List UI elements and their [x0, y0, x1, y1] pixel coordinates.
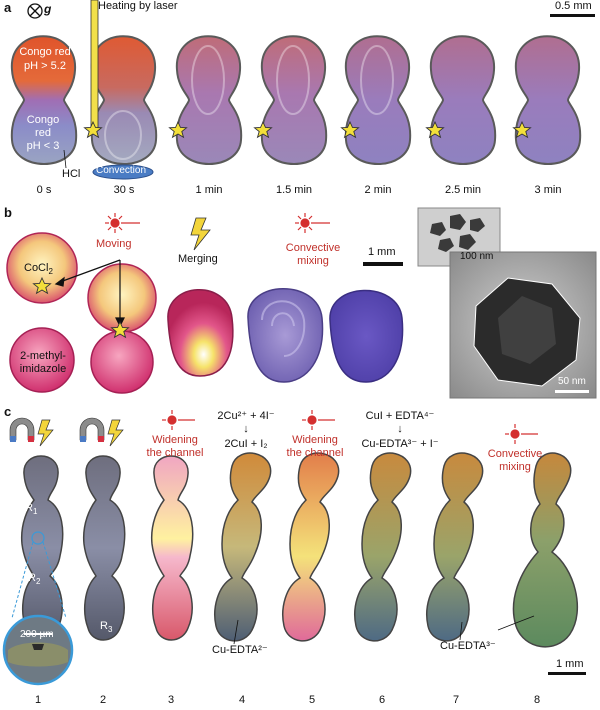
- step-number-8: 8: [533, 694, 541, 706]
- merging-label: Merging: [178, 253, 218, 265]
- inset-scale-text: 200 µm: [20, 629, 54, 640]
- panel-a-scale-bar: [550, 14, 595, 17]
- widening-label-2b: the channel: [286, 447, 344, 459]
- reaction-1-arrow: ↓: [243, 423, 249, 435]
- r3-text: R: [100, 620, 108, 632]
- step-number-3: 3: [167, 694, 175, 706]
- reaction-1-top: 2Cu²⁺ + 4I⁻: [217, 410, 275, 422]
- congo-bottom-label-2: red: [35, 127, 51, 139]
- cu-edta2-label: Cu-EDTA²⁻: [212, 644, 268, 656]
- panel-a-letter: a: [4, 0, 12, 15]
- r2-text: R: [28, 572, 36, 584]
- time-label-0: 0 s: [36, 184, 52, 196]
- time-label-4: 2 min: [364, 184, 392, 196]
- panel-b-graphics: [6, 207, 597, 399]
- convection-label: Convection: [96, 165, 147, 176]
- step-number-2: 2: [99, 694, 107, 706]
- convective-c-label-2: mixing: [499, 461, 531, 473]
- tem-inset-scale-text: 100 nm: [460, 251, 494, 262]
- methylimidazole-label-1: 2-methyl-: [20, 350, 66, 362]
- cu-edta3-label: Cu-EDTA³⁻: [440, 640, 496, 652]
- panel-a-droplets: [10, 0, 582, 180]
- panel-c-letter: c: [4, 404, 12, 419]
- panel-c-graphics: [2, 410, 586, 686]
- reaction-2-arrow: ↓: [397, 423, 403, 435]
- congo-bottom-label-1: Congo: [26, 114, 60, 126]
- gravity-into-page-icon: [27, 3, 43, 19]
- panel-b-letter: b: [4, 205, 12, 220]
- r1-label: R1: [25, 502, 37, 518]
- tem-scale-text: 50 nm: [558, 376, 586, 387]
- step-number-1: 1: [34, 694, 42, 706]
- widening-label-1b: the channel: [146, 447, 204, 459]
- reaction-2-bottom: Cu-EDTA³⁻ + I⁻: [361, 438, 439, 450]
- r3-label: R3: [100, 620, 112, 636]
- convective-b-label-2: mixing: [297, 255, 329, 267]
- time-label-5: 2.5 min: [444, 184, 482, 196]
- r3-sub: 3: [107, 625, 113, 635]
- r1-sub: 1: [32, 507, 38, 517]
- r2-sub: 2: [35, 577, 41, 587]
- congo-top-label: Congo red: [19, 46, 71, 58]
- methylimidazole-label-2: imidazole: [19, 363, 67, 375]
- convective-b-label-1: Convective: [285, 242, 341, 254]
- cocl2-label: CoCl2: [24, 262, 53, 278]
- hcl-label: HCl: [62, 168, 81, 180]
- time-label-6: 3 min: [534, 184, 562, 196]
- step-number-6: 6: [378, 694, 386, 706]
- panel-c-scale-text: 1 mm: [556, 658, 584, 670]
- step-number-4: 4: [238, 694, 246, 706]
- r2-label: R2: [28, 572, 40, 588]
- cocl2-text: CoCl: [24, 262, 49, 274]
- widening-label-1a: Widening: [152, 434, 198, 446]
- time-label-1: 30 s: [113, 184, 135, 196]
- reaction-2-top: CuI + EDTA⁴⁻: [365, 410, 435, 422]
- step-number-7: 7: [452, 694, 460, 706]
- heating-label: Heating by laser: [98, 0, 178, 12]
- convective-c-label-1: Convective: [487, 448, 543, 460]
- gravity-label: g: [44, 2, 52, 16]
- r1-text: R: [25, 502, 33, 514]
- panel-b-scale-text: 1 mm: [368, 246, 396, 258]
- panel-a-scale-text: 0.5 mm: [555, 0, 592, 12]
- cocl2-subscript: 2: [48, 267, 53, 277]
- congo-bottom-ph: pH < 3: [26, 140, 60, 152]
- moving-label: Moving: [96, 238, 132, 250]
- time-label-2: 1 min: [195, 184, 223, 196]
- reaction-1-bottom: 2CuI + I₂: [224, 438, 268, 450]
- widening-label-2a: Widening: [292, 434, 338, 446]
- congo-top-ph: pH > 5.2: [24, 60, 66, 72]
- step-number-5: 5: [308, 694, 316, 706]
- time-label-3: 1.5 min: [275, 184, 313, 196]
